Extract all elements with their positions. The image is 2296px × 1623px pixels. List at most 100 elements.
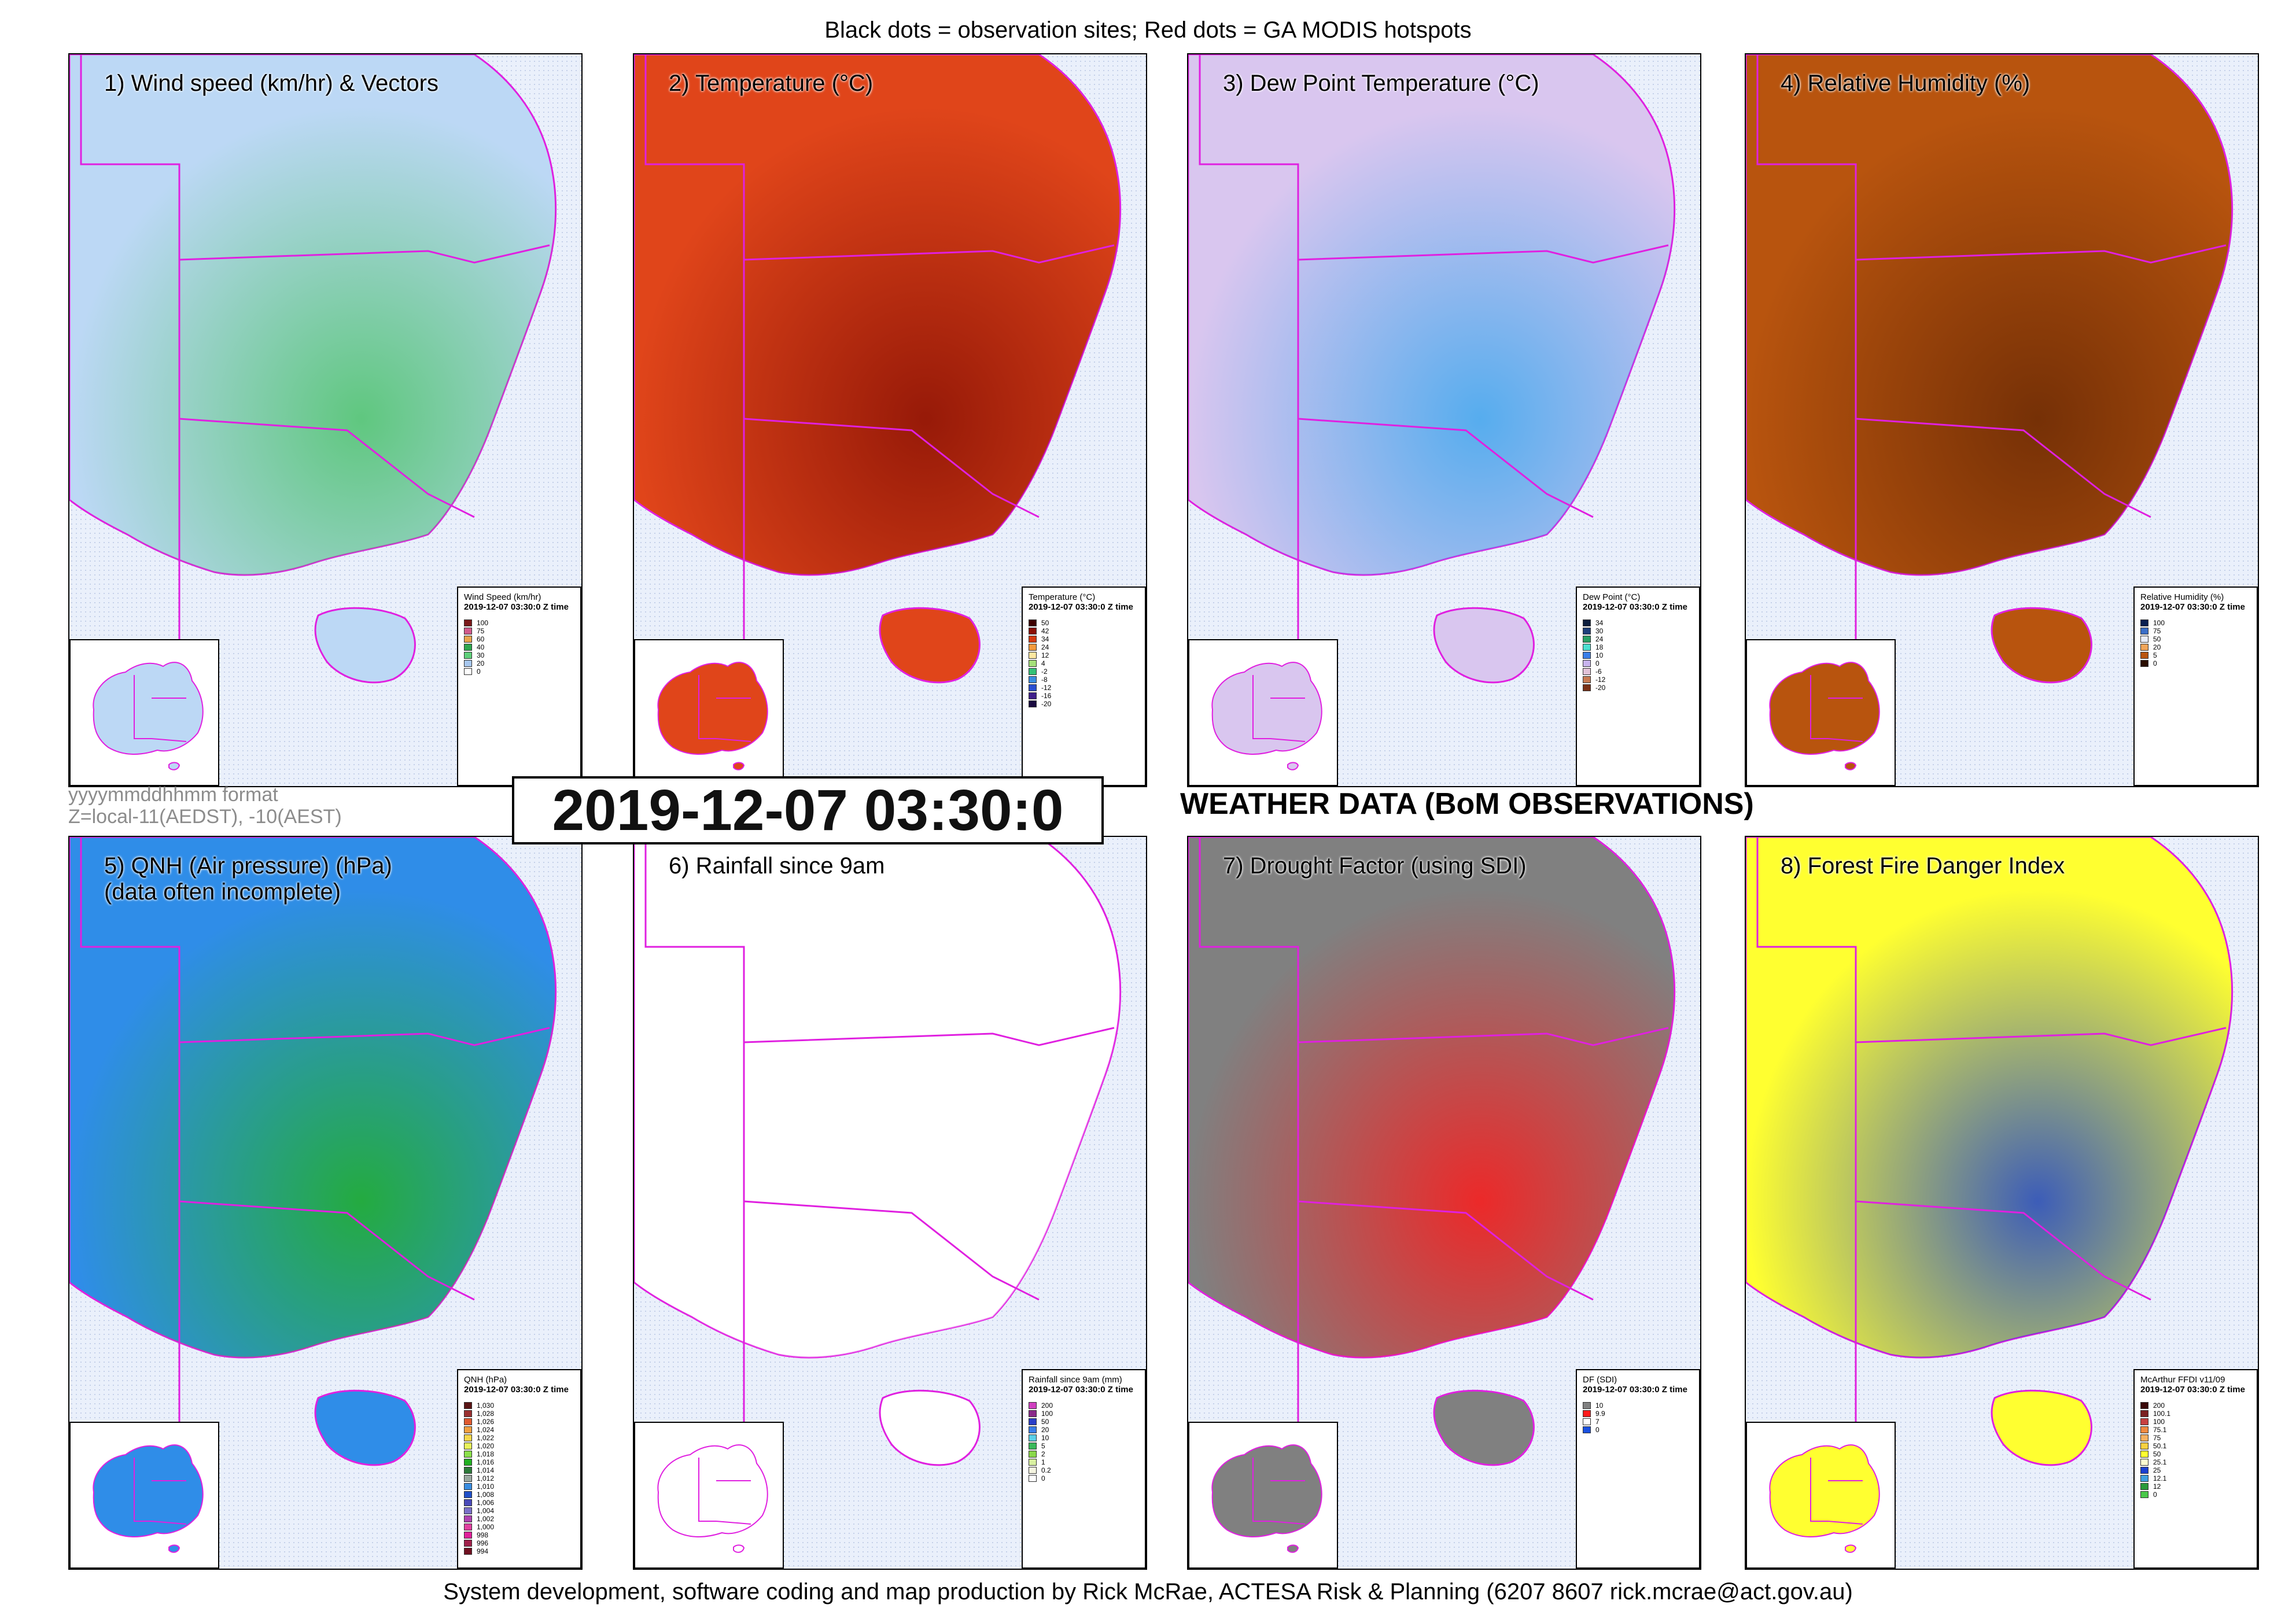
- legend-swatch: [1029, 692, 1037, 699]
- legend-swatch: [1029, 652, 1037, 659]
- legend-swatch: [1583, 1426, 1591, 1433]
- legend-swatch: [1029, 1443, 1037, 1449]
- legend-label: 996: [477, 1539, 489, 1547]
- legend-swatch: [464, 1402, 472, 1409]
- legend-swatch: [464, 1475, 472, 1482]
- legend-entry: 10: [1029, 1434, 1139, 1442]
- legend-entry: -2: [1029, 667, 1139, 676]
- map-panel-3: 3) Dew Point Temperature (°C) Dew Point …: [1187, 53, 1701, 787]
- legend-entry: 75: [2140, 627, 2251, 635]
- australia-outline: [1211, 1444, 1322, 1553]
- legend-label: 100.1: [2153, 1410, 2171, 1418]
- legend-swatch: [464, 1491, 472, 1498]
- state-border-south: [743, 1200, 1040, 1301]
- map-canvas: [69, 837, 581, 1569]
- state-border: [80, 837, 180, 1569]
- legend-entry: 12.1: [2140, 1474, 2251, 1482]
- legend-entry: 100.1: [2140, 1410, 2251, 1418]
- legend-entry: 1,006: [464, 1499, 574, 1507]
- legend-swatch: [464, 1426, 472, 1433]
- legend-swatch: [464, 1483, 472, 1490]
- legend-label: 20: [477, 659, 485, 667]
- legend-entry: 10: [1583, 651, 1693, 659]
- timestamp-box: 2019-12-07 03:30:0: [512, 776, 1104, 844]
- state-border-north: [1298, 1027, 1669, 1046]
- legend-entry: 34: [1583, 619, 1693, 627]
- legend-entry: 50: [2140, 1450, 2251, 1458]
- legend-swatch: [464, 628, 472, 635]
- tasmania-region: [314, 607, 416, 684]
- legend-swatch: [2140, 628, 2148, 635]
- legend-swatch: [1583, 1418, 1591, 1425]
- australia-outline: [93, 1444, 204, 1553]
- legend-swatch: [464, 1507, 472, 1514]
- legend-label: 200: [1041, 1401, 1053, 1410]
- format-note: yyyymmddhhmm format Z=local-11(AEDST), -…: [68, 784, 342, 828]
- legend-swatch: [1583, 1402, 1591, 1409]
- legend-swatch: [1029, 1451, 1037, 1458]
- legend-swatch: [1029, 1410, 1037, 1417]
- legend-swatch: [2140, 1443, 2148, 1449]
- legend-box: Wind Speed (km/hr) 2019-12-07 03:30:0 Z …: [457, 587, 581, 786]
- legend-entry: 2: [1029, 1450, 1139, 1458]
- legend-entry: 1,026: [464, 1418, 574, 1426]
- legend-label: 12: [2153, 1482, 2161, 1491]
- legend-date: 2019-12-07 03:30:0 Z time: [2140, 602, 2245, 612]
- legend-label: 1,000: [477, 1523, 495, 1531]
- legend-swatch: [1583, 676, 1591, 683]
- legend-entry: 0: [2140, 659, 2251, 667]
- legend-entry: 18: [1583, 643, 1693, 651]
- legend-swatch: [1583, 644, 1591, 651]
- legend-entry: 50: [1029, 619, 1139, 627]
- legend-entry: 1,010: [464, 1482, 574, 1491]
- legend-label: 25.1: [2153, 1458, 2167, 1466]
- legend-entry: 42: [1029, 627, 1139, 635]
- legend-swatch: [2140, 644, 2148, 651]
- legend-label: -8: [1041, 676, 1048, 684]
- legend-entry: 100: [2140, 1418, 2251, 1426]
- legend-swatch: [464, 1524, 472, 1530]
- legend-entry: 996: [464, 1539, 574, 1547]
- legend-label: 100: [477, 619, 489, 627]
- legend-entry: -8: [1029, 676, 1139, 684]
- legend-entry: 0: [1583, 1426, 1693, 1434]
- legend-swatch: [2140, 1434, 2148, 1441]
- australia-inset-map: [1188, 1422, 1338, 1569]
- legend-entry: 30: [1583, 627, 1693, 635]
- state-border: [1199, 54, 1299, 786]
- legend-label: -6: [1595, 667, 1602, 676]
- panel-title: 1) Wind speed (km/hr) & Vectors: [104, 71, 438, 96]
- legend-entry: 998: [464, 1531, 574, 1539]
- legend-label: -12: [1041, 684, 1052, 692]
- legend-entry: -16: [1029, 692, 1139, 700]
- legend-swatch: [464, 1499, 472, 1506]
- legend-entry: 9.9: [1583, 1410, 1693, 1418]
- legend-swatch: [1029, 1418, 1037, 1425]
- australia-outline: [93, 662, 204, 770]
- legend-box: Dew Point (°C) 2019-12-07 03:30:0 Z time…: [1576, 587, 1700, 786]
- legend-swatch: [2140, 1418, 2148, 1425]
- legend-label: 100: [2153, 1418, 2165, 1426]
- format-note-line2: Z=local-11(AEDST), -10(AEST): [68, 806, 342, 828]
- legend-entry: 1,008: [464, 1491, 574, 1499]
- tasmania-region: [1991, 1389, 2092, 1466]
- state-border-south: [1855, 1200, 2151, 1301]
- legend-label: 1,024: [477, 1426, 495, 1434]
- legend-entry: 10: [1583, 1401, 1693, 1410]
- panel-title: 4) Relative Humidity (%): [1781, 71, 2030, 96]
- legend-entry: 100: [2140, 619, 2251, 627]
- legend-swatch: [464, 1459, 472, 1466]
- legend-label: 0: [1595, 1426, 1600, 1434]
- australia-outline: [1769, 662, 1880, 770]
- legend-entry: 1,018: [464, 1450, 574, 1458]
- australia-inset-map: [1746, 1422, 1896, 1569]
- legend-swatch: [2140, 619, 2148, 626]
- legend-swatch: [464, 636, 472, 643]
- legend-date: 2019-12-07 03:30:0 Z time: [1583, 602, 1687, 612]
- legend-label: -2: [1041, 667, 1048, 676]
- legend-title: Wind Speed (km/hr): [464, 592, 541, 602]
- legend-label: 1,022: [477, 1434, 495, 1442]
- legend-swatch: [464, 619, 472, 626]
- value-overlay: [69, 54, 556, 575]
- legend-entry: 1,002: [464, 1515, 574, 1523]
